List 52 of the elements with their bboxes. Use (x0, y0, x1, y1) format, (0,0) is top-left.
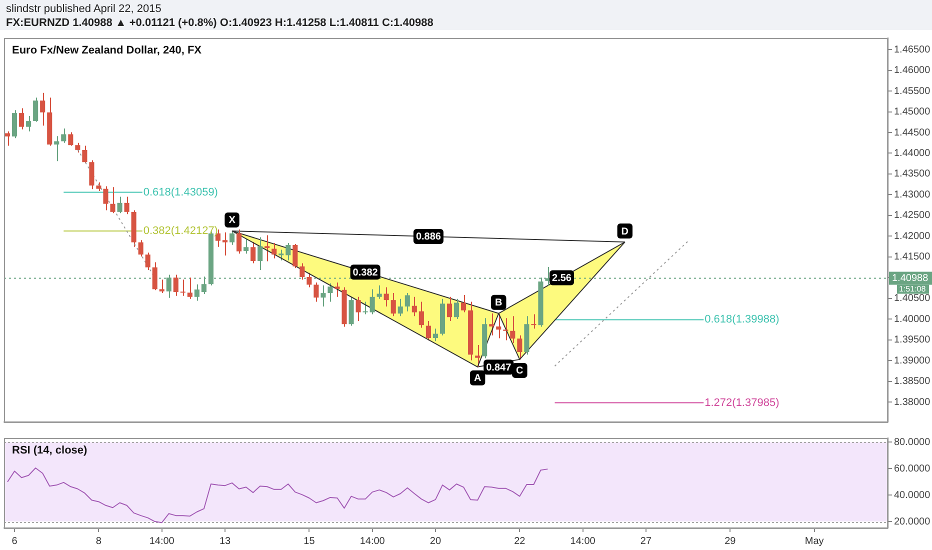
annotation: 2.56 (552, 272, 572, 284)
y-tick-label: 1.39500 (894, 334, 931, 346)
y-tick-label: 1.46000 (894, 65, 931, 76)
y-tick-label: 1.38000 (894, 396, 931, 408)
y-tick-label: 1.40500 (894, 293, 931, 304)
ref-line-label: 1.40988 (892, 272, 929, 284)
annotation: 0.847 (486, 362, 512, 374)
annotation: D (621, 226, 629, 238)
x-tick-label: 29 (724, 536, 736, 547)
ref-line-label: 0.618(1.43059) (143, 186, 218, 198)
ref-line-label: 1.272(1.37985) (704, 396, 780, 409)
x-tick-label: 6 (12, 536, 18, 547)
y-tick-label: 1.45500 (894, 86, 931, 97)
x-tick-label: 14:00 (360, 536, 386, 547)
y-tick-label: 1.44000 (894, 148, 931, 159)
annotation: X (228, 215, 236, 226)
y-tick-label: 1.45000 (894, 106, 931, 118)
x-tick-label: 8 (96, 536, 102, 547)
y-tick-label: 1.44500 (894, 127, 931, 138)
x-tick-label: 14:00 (570, 536, 596, 547)
y-tick-label: 1.43000 (894, 189, 931, 200)
y-tick-label: 1.39000 (894, 355, 931, 366)
text: Euro Fx/New Zealand Dollar, 240, FX (12, 44, 202, 57)
x-tick-label: 27 (640, 536, 652, 547)
y-tick-label: 40.0000 (894, 490, 931, 501)
annotation: 0.886 (416, 232, 442, 243)
annotation: B (495, 298, 502, 309)
annotation: A (474, 373, 482, 384)
y-tick-label: 80.0000 (894, 436, 931, 448)
x-tick-label: 22 (514, 536, 526, 547)
y-tick-label: 1.40000 (894, 314, 931, 325)
x-tick-label: May (804, 536, 824, 547)
y-tick-label: 1.43500 (894, 168, 931, 180)
text: slindstr published April 22, 2015 (6, 3, 162, 15)
annotation: C (516, 366, 524, 377)
y-tick-label: 1.38500 (894, 376, 931, 388)
text: RSI (14, close) (12, 444, 88, 457)
y-tick-label: 1.46500 (894, 44, 931, 56)
y-tick-label: 1.41500 (894, 252, 931, 263)
chart-subtitle: FX:EURNZD 1.40988 ▲ +0.01121 (+0.8%) O:1.40923 H:1.41258 L:1.40811 C:1.40988 (6, 17, 434, 29)
ref-line-label: 0.382(1.42127) (143, 224, 218, 237)
y-tick-label: 60.0000 (894, 463, 931, 474)
x-tick-label: 14:00 (149, 536, 175, 547)
ref-line-label: 0.618(1.39988) (704, 314, 780, 326)
y-tick-label: 20.0000 (894, 516, 931, 528)
annotation: 0.382 (352, 267, 378, 278)
text: 1:51:08 (899, 284, 926, 294)
y-tick-label: 1.42000 (894, 230, 931, 242)
y-tick-label: 1.42500 (894, 210, 931, 222)
x-tick-label: 15 (304, 536, 316, 547)
x-tick-label: 20 (430, 536, 442, 547)
x-tick-label: 13 (219, 536, 231, 547)
